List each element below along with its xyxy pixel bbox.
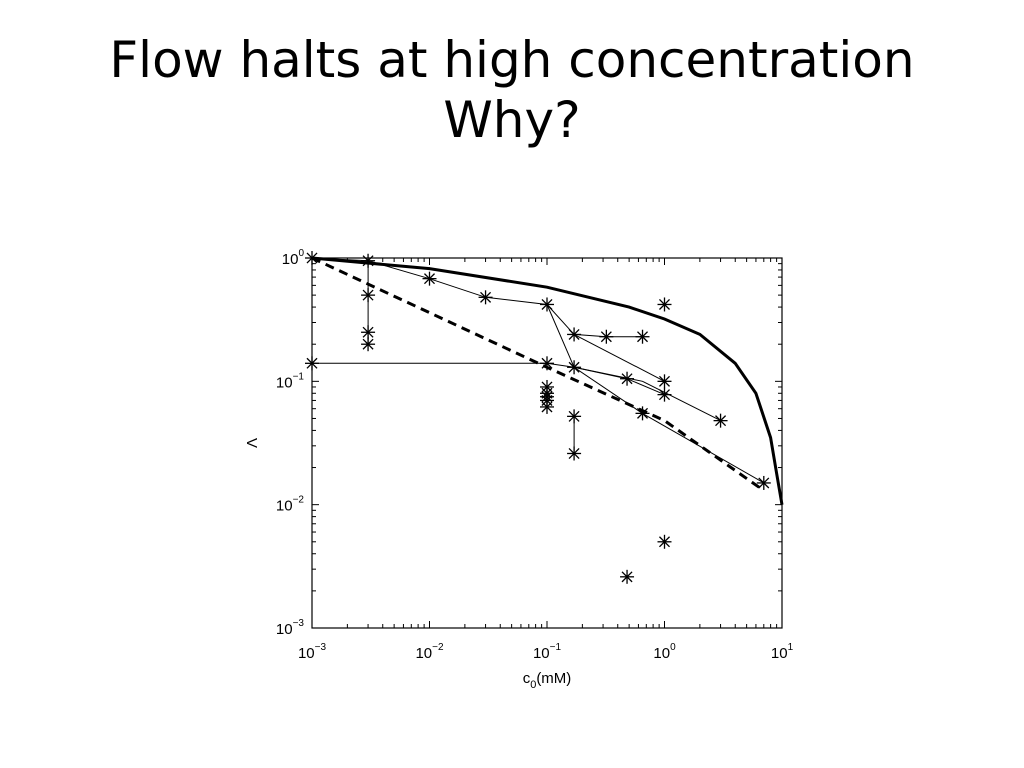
y-tick-label: 10−3 [276,618,305,638]
data-point-marker [567,327,582,342]
data-point-marker [620,371,635,386]
data-point-marker [361,325,376,340]
x-tick-label: 100 [653,642,676,662]
data-connector-line [546,304,765,484]
x-tick-label: 10−2 [415,642,444,662]
data-point-marker [540,297,554,312]
data-point-marker [657,297,672,312]
y-tick-label: 10−1 [276,371,305,391]
plot-frame [311,257,783,629]
data-point-marker [305,251,319,265]
slide-title: Flow halts at high concentration Why? [0,30,1024,150]
data-point-marker [422,271,437,286]
x-tick-label: 10−3 [298,642,327,662]
data-point-marker [657,534,672,549]
data-point-marker [635,406,650,421]
data-point-marker [361,337,376,352]
data-point-marker [361,253,376,268]
y-tick-label: 10−2 [276,495,305,515]
data-point-marker [478,290,493,305]
data-connector-line [312,362,665,396]
x-tick-label: 10−1 [533,642,562,662]
data-point-marker [361,288,376,303]
y-axis-label: Λ [244,438,261,448]
data-point-marker [756,475,771,490]
y-tick-label: 100 [282,248,305,268]
data-point-marker [567,360,582,375]
data-point-marker [567,409,582,424]
data-point-marker [657,374,672,389]
data-point-marker [540,356,554,371]
x-axis-label: c0(mM) [523,670,572,691]
data-point-marker [635,329,650,344]
plot-area: 10−3 10−2 10−1 100 101 100 10−1 10−2 10−3 c0(mM) Λ [244,248,794,691]
theory-curve-solid [311,256,784,505]
data-point-marker [540,399,554,414]
title-line-1: Flow halts at high concentration [109,31,915,89]
theory-curve-dashed [311,256,765,492]
x-tick-label: 101 [771,642,794,662]
data-point-marker [305,356,319,371]
data-connector-line [573,333,665,382]
data-point-marker [713,413,728,428]
title-line-2: Why? [443,91,581,149]
data-connector-line [573,366,721,422]
data-point-marker [620,569,635,584]
data-point-marker [567,446,582,461]
data-point-marker [657,387,672,402]
data-point-marker [599,329,614,344]
